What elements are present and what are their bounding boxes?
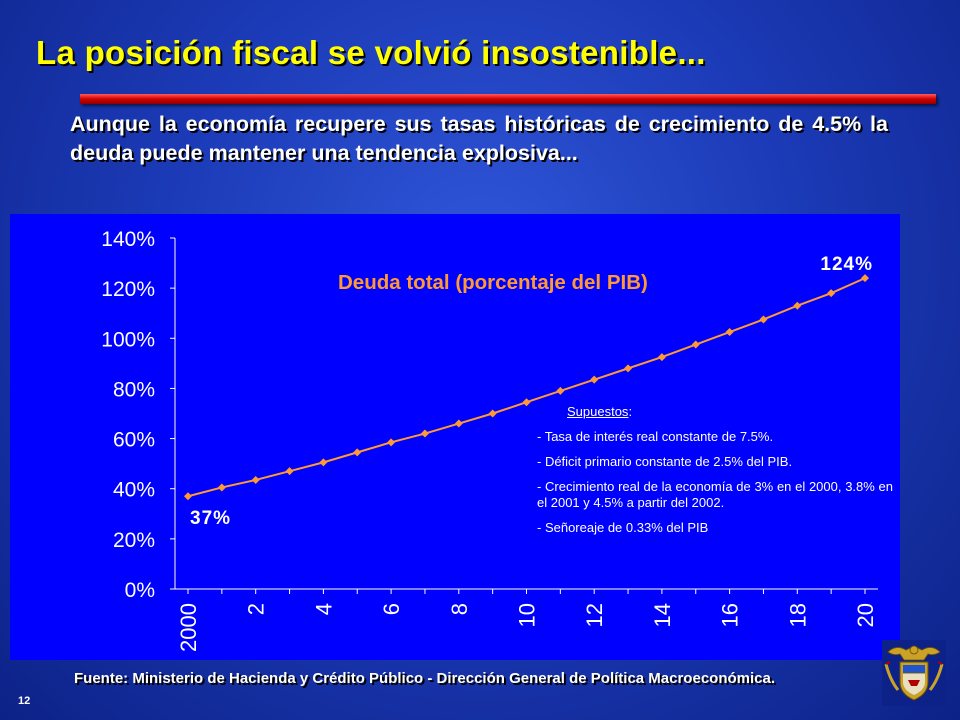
assumptions-heading-text: Supuestos <box>567 404 629 419</box>
y-tick-label: 60% <box>113 429 155 452</box>
coat-of-arms-logo <box>882 640 946 706</box>
x-tick-label: 12 <box>582 603 607 627</box>
data-point-marker <box>251 475 260 484</box>
x-tick-label: 2000 <box>176 603 201 652</box>
data-point-marker <box>793 301 802 310</box>
x-tick-label: 8 <box>447 603 472 615</box>
x-tick-label: 16 <box>718 603 743 627</box>
x-tick-label: 18 <box>785 603 810 627</box>
page-number: 12 <box>18 695 31 707</box>
x-tick-label: 4 <box>311 603 336 615</box>
y-tick-label: 120% <box>101 278 155 301</box>
y-tick-label: 100% <box>101 328 155 351</box>
assumption-growth: - Crecimiento real de la economía de 3% … <box>537 479 893 510</box>
x-tick-label: 14 <box>650 603 675 627</box>
debt-line-chart: 0% 20% 40% 60% 80% 100% 120% 140% 2000 2 4 6 8 10 12 14… <box>101 228 878 652</box>
title-divider <box>80 94 936 104</box>
x-tick-label: 10 <box>515 603 540 627</box>
data-point-marker <box>556 386 565 395</box>
assumption-interest-rate: - Tasa de interés real constante de 7.5%… <box>537 429 774 444</box>
data-point-marker <box>827 289 836 298</box>
data-point-marker <box>725 328 734 337</box>
x-tick-label: 6 <box>379 603 404 615</box>
data-point-marker <box>861 274 869 283</box>
data-point-marker <box>184 492 192 501</box>
y-tick-label: 80% <box>113 378 155 401</box>
data-point-marker <box>691 340 700 349</box>
assumptions-box: Supuestos: - Tasa de interés real consta… <box>537 404 893 545</box>
chart-title: Deuda total (porcentaje del PIB) <box>338 271 648 294</box>
end-value-label: 124% <box>820 254 873 275</box>
y-tick-label: 140% <box>101 228 155 251</box>
assumption-primary-deficit: - Déficit primario constante de 2.5% del… <box>537 454 793 469</box>
slide-title: La posición fiscal se volvió insostenibl… <box>36 34 706 71</box>
data-point-marker <box>759 315 768 324</box>
data-point-marker <box>387 438 396 447</box>
data-point-marker <box>624 364 633 373</box>
assumptions-heading: Supuestos: <box>567 404 893 420</box>
data-point-marker <box>590 375 599 384</box>
data-point-marker <box>353 448 362 457</box>
data-point-marker <box>488 409 497 418</box>
data-point-marker <box>522 398 531 407</box>
x-tick-label: 20 <box>853 603 878 627</box>
y-tick-label: 20% <box>113 529 155 552</box>
data-point-marker <box>319 458 328 467</box>
data-point-marker <box>217 483 226 492</box>
data-point-marker <box>454 419 463 428</box>
y-tick-label: 40% <box>113 479 155 502</box>
start-value-label: 37% <box>190 508 231 529</box>
assumptions-heading-colon: : <box>628 404 633 419</box>
x-tick-label: 2 <box>244 603 269 615</box>
source-note: Fuente: Ministerio de Hacienda y Crédito… <box>74 670 776 687</box>
data-point-marker <box>420 429 429 438</box>
data-point-marker <box>657 353 666 362</box>
data-point-marker <box>285 467 294 476</box>
assumption-seigniorage: - Señoreaje de 0.33% del PIB <box>537 520 709 535</box>
slide-subtitle: Aunque la economía recupere sus tasas hi… <box>70 112 888 165</box>
chart-panel: 0% 20% 40% 60% 80% 100% 120% 140% 2000 2 4 6 8 10 12 14… <box>10 214 900 660</box>
y-tick-label: 0% <box>125 579 155 602</box>
